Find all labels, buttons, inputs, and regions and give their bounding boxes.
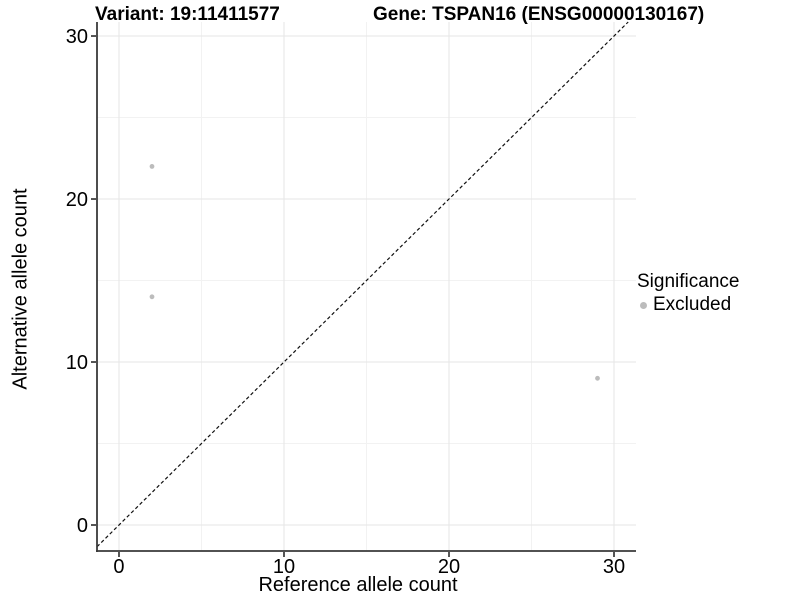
y-axis-tick-label: 0: [77, 515, 88, 537]
legend-key-dot-icon: [640, 301, 647, 309]
plot-title-gene: Gene: TSPAN16 (ENSG00000130167): [373, 4, 705, 25]
legend-title: Significance: [637, 271, 740, 292]
x-axis-tick-label: 30: [603, 556, 625, 578]
data-point: [595, 375, 600, 381]
legend-item-label: Excluded: [653, 294, 732, 315]
y-axis-tick-label: 10: [66, 352, 88, 374]
x-axis-tick-label: 10: [273, 556, 295, 578]
x-axis-tick-label: 20: [438, 556, 460, 578]
x-axis-title: Reference allele count: [258, 574, 458, 596]
y-axis-title: Alternative allele count: [9, 188, 32, 390]
y-axis-tick-label: 20: [66, 189, 88, 211]
data-point: [149, 164, 155, 169]
plot-title-variant: Variant: 19:11411577: [95, 4, 280, 25]
data-point: [149, 294, 155, 300]
x-axis-tick-label: 0: [113, 556, 124, 578]
y-axis-tick-label: 30: [66, 26, 88, 48]
legend-item-excluded: Excluded: [640, 294, 799, 316]
identity-line: [96, 21, 629, 548]
legend: Significance Excluded: [637, 271, 799, 316]
